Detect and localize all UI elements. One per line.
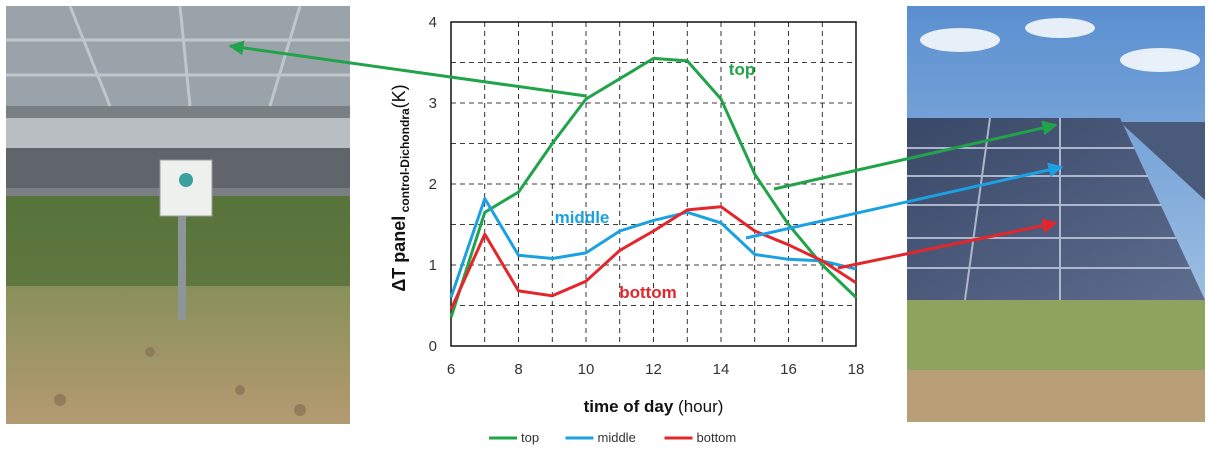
legend-label-bottom: bottom [697,430,737,445]
y-axis-unit: (K) [389,84,409,108]
legend-label-middle: middle [598,430,636,445]
annotation-middle: middle [555,208,610,227]
y-axis-title: ΔT panel control-Dichondra(K) [389,84,412,291]
y-tick-label: 0 [429,338,437,355]
annotation-bottom: bottom [619,283,677,302]
x-tick-label: 12 [645,361,662,378]
y-axis-subscript: control-Dichondra [398,108,412,216]
y-axis-label: ΔT panel [389,216,409,292]
y-tick-label: 2 [429,176,437,193]
x-axis-unit: (hour) [673,397,723,416]
x-tick-label: 10 [578,361,595,378]
sensor-under-panel-photo [6,5,350,424]
arrow-bottom-to-panel [837,218,1058,270]
y-tick-label: 3 [429,95,437,112]
arrow-top-to-panel [773,120,1058,191]
x-tick-label: 18 [848,361,865,378]
x-tick-label: 14 [713,361,730,378]
annotation-top: top [729,60,755,79]
arrow-middle-to-panel [745,162,1064,240]
x-axis-label: time of day [584,397,674,416]
series-line-top [449,56,858,319]
solar-array-photo [907,6,1205,422]
x-tick-label: 16 [780,361,797,378]
y-tick-label: 1 [429,257,437,274]
x-tick-label: 6 [447,361,455,378]
arrow-top-to-sensor [228,40,587,98]
series-line-middle [449,197,857,298]
y-tick-label: 4 [429,14,437,31]
legend-label-top: top [521,430,539,445]
connector-arrows [228,40,1064,270]
x-axis-title: time of day (hour) [584,397,724,416]
x-tick-label: 8 [514,361,522,378]
series-line-bottom [449,205,857,311]
